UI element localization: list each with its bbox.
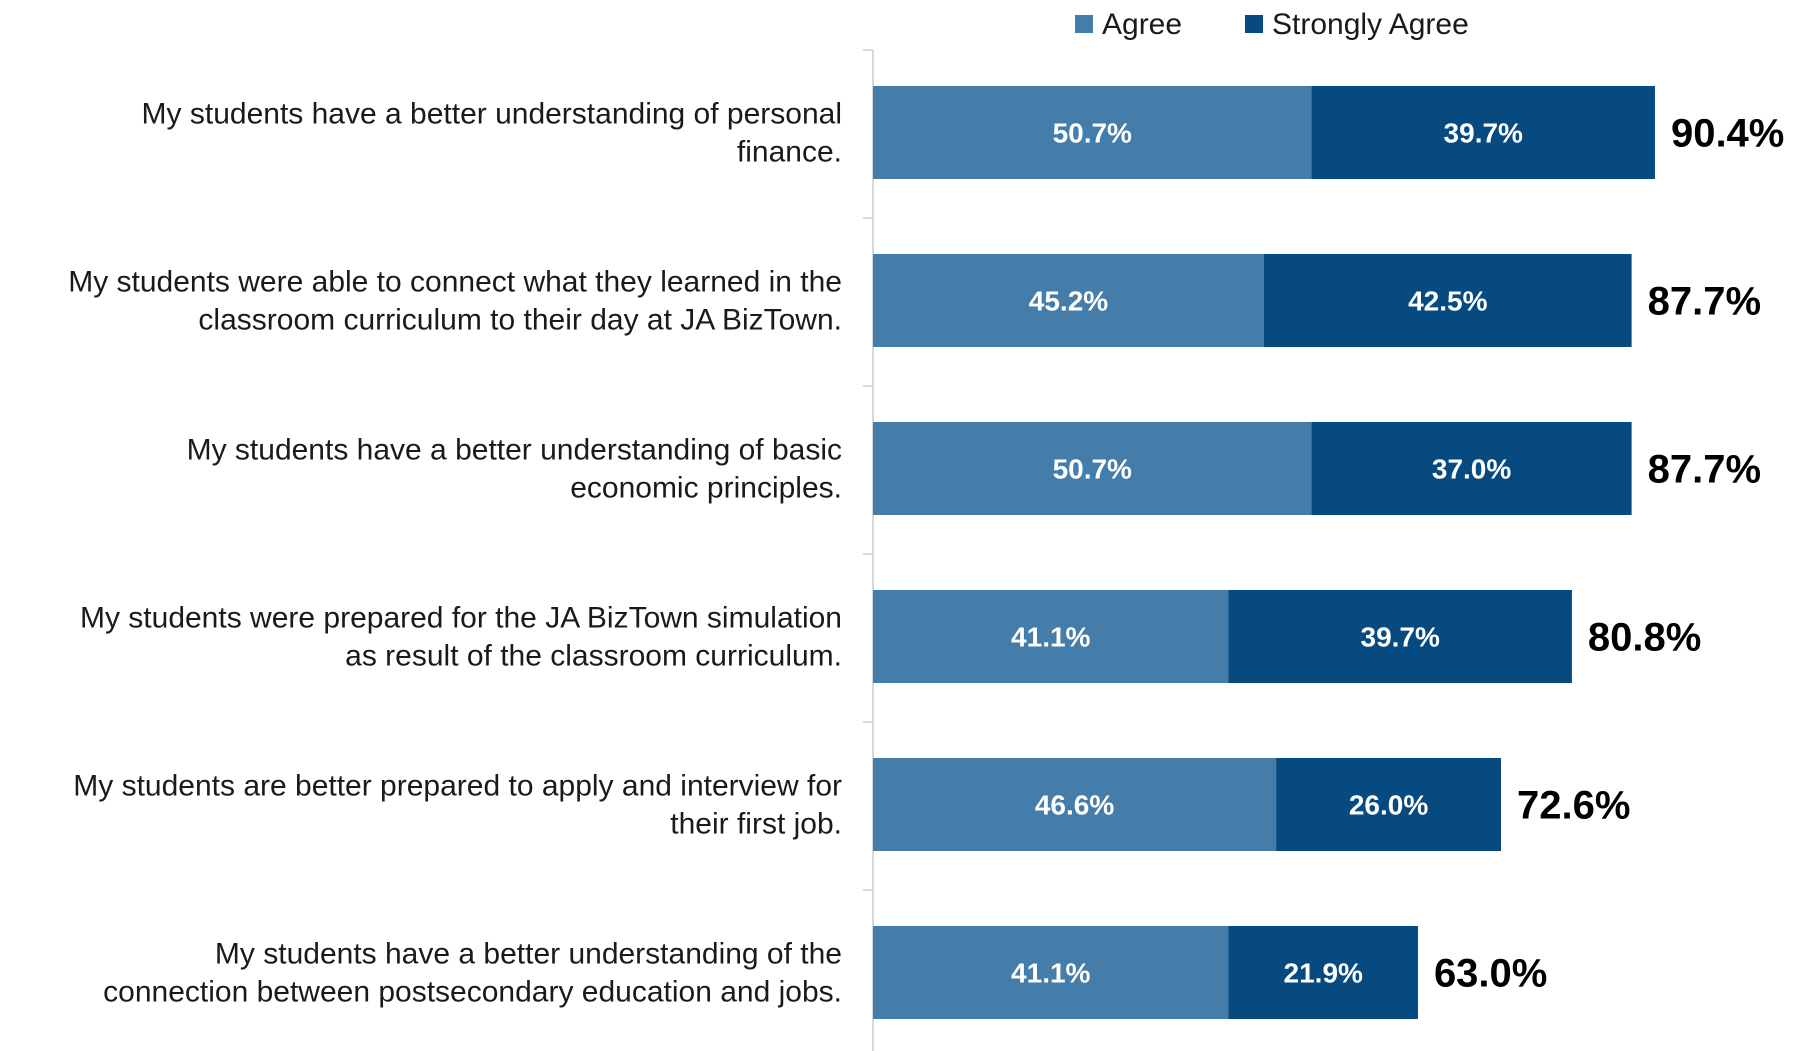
data-label: 46.6% <box>1035 790 1114 821</box>
category-label-line: finance. <box>737 136 842 169</box>
total-labels: 90.4% 87.7% 87.7% 80.8% 72.6% 63.0% <box>1434 112 1784 996</box>
data-label: 21.9% <box>1284 958 1363 989</box>
data-label: 26.0% <box>1349 790 1428 821</box>
total-label: 87.7% <box>1648 448 1761 492</box>
category-label: My students have a better understanding … <box>103 938 842 1009</box>
bar-segment-agree <box>873 758 1277 851</box>
bar-segment-strongly-agree <box>1228 590 1572 683</box>
category-label-line: My students were prepared for the JA Biz… <box>80 602 842 635</box>
data-label: 50.7% <box>1053 118 1132 149</box>
bar-row: 50.7% 37.0% <box>873 422 1632 515</box>
total-label: 90.4% <box>1671 112 1784 156</box>
bar-row: 45.2% 42.5% <box>873 254 1632 347</box>
data-label: 41.1% <box>1011 958 1090 989</box>
bar-segment-strongly-agree <box>1311 86 1655 179</box>
category-label-line: classroom curriculum to their day at JA … <box>198 304 842 337</box>
legend-label: Agree <box>1102 8 1182 41</box>
bar-segment-strongly-agree <box>1311 422 1632 515</box>
bar-row: 41.1% 39.7% <box>873 590 1572 683</box>
data-label: 39.7% <box>1361 622 1440 653</box>
category-label-line: My students have a better understanding … <box>142 98 842 131</box>
category-labels: My students have a better understanding … <box>68 98 842 1009</box>
category-label-line: My students have a better understanding … <box>215 938 842 971</box>
category-label-line: My students are better prepared to apply… <box>73 770 842 803</box>
total-label: 80.8% <box>1588 616 1701 660</box>
category-label: My students were prepared for the JA Biz… <box>80 602 842 673</box>
legend-swatch <box>1245 15 1263 33</box>
legend-label: Strongly Agree <box>1272 8 1469 41</box>
data-label: 41.1% <box>1011 622 1090 653</box>
bar-segment-agree <box>873 86 1312 179</box>
category-label: My students were able to connect what th… <box>68 266 842 337</box>
category-label-line: as result of the classroom curriculum. <box>345 640 842 673</box>
category-label-line: My students have a better understanding … <box>187 434 842 467</box>
bar-segment-strongly-agree <box>1276 758 1501 851</box>
category-axis <box>863 49 874 1051</box>
total-label: 87.7% <box>1648 280 1761 324</box>
category-label-line: economic principles. <box>570 472 842 505</box>
legend-item-strongly-agree: Strongly Agree <box>1245 8 1469 41</box>
category-label: My students are better prepared to apply… <box>73 770 842 841</box>
data-label: 37.0% <box>1432 454 1511 485</box>
data-label: 45.2% <box>1029 286 1108 317</box>
bar-row: 50.7% 39.7% <box>873 86 1655 179</box>
category-label-line: My students were able to connect what th… <box>68 266 842 299</box>
bar-segment-strongly-agree <box>1228 926 1418 1019</box>
bar-row: 41.1% 21.9% <box>873 926 1418 1019</box>
bars: 50.7% 39.7% 45.2% 42.5% 50.7% 37.0% 41.1% 39.7%… <box>873 86 1655 1019</box>
category-label: My students have a better understanding … <box>187 434 842 505</box>
data-label: 42.5% <box>1408 286 1487 317</box>
category-label: My students have a better understanding … <box>142 98 842 169</box>
bar-segment-agree <box>873 422 1312 515</box>
bar-segment-strongly-agree <box>1263 254 1632 347</box>
total-label: 63.0% <box>1434 952 1547 996</box>
legend-swatch <box>1075 15 1093 33</box>
total-label: 72.6% <box>1517 784 1630 828</box>
bar-segment-agree <box>873 254 1264 347</box>
legend-item-agree: Agree <box>1075 8 1182 41</box>
category-label-line: connection between postsecondary educati… <box>103 976 842 1009</box>
data-label: 39.7% <box>1444 118 1523 149</box>
data-label: 50.7% <box>1053 454 1132 485</box>
bar-segment-agree <box>873 590 1229 683</box>
bar-segment-agree <box>873 926 1229 1019</box>
bar-row: 46.6% 26.0% <box>873 758 1501 851</box>
category-label-line: their first job. <box>670 808 842 841</box>
legend: Agree Strongly Agree <box>1075 8 1469 41</box>
